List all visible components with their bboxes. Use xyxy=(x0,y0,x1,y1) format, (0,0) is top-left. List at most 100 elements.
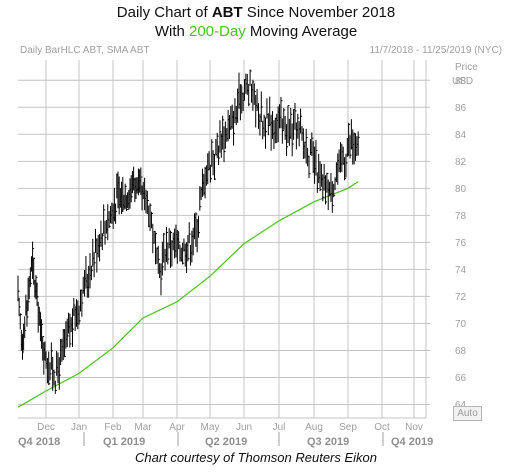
price-bar xyxy=(72,308,75,348)
price-bar xyxy=(149,203,152,232)
price-bar xyxy=(27,277,30,311)
price-bar xyxy=(233,110,236,146)
sma-200-series xyxy=(17,181,359,408)
price-bar xyxy=(50,342,53,370)
price-bar xyxy=(108,211,111,229)
price-bar xyxy=(344,157,347,181)
price-bar xyxy=(125,195,128,211)
price-bar xyxy=(18,297,21,317)
price-bar xyxy=(267,113,270,136)
price-bar xyxy=(211,139,214,167)
x-tick-label: Jul xyxy=(273,422,286,433)
price-bar xyxy=(300,108,303,134)
price-bar xyxy=(308,155,311,179)
price-bar xyxy=(19,313,22,330)
price-bar xyxy=(165,227,168,263)
price-bar xyxy=(103,204,106,235)
y-tick-label: 74 xyxy=(455,265,467,276)
quarter-label: Q3 2019 xyxy=(307,436,349,448)
x-tick-label: Feb xyxy=(104,422,122,433)
y-tick-label: 88 xyxy=(455,76,467,87)
ticker-symbol: ABT xyxy=(211,4,243,21)
price-bar xyxy=(260,91,263,123)
x-tick-label: Sep xyxy=(339,422,357,433)
y-axis-label: Price xyxy=(455,62,478,73)
price-bar xyxy=(197,215,200,238)
price-bar xyxy=(153,230,156,244)
price-bar xyxy=(324,175,327,205)
price-bar xyxy=(223,126,226,163)
price-bar xyxy=(33,257,36,285)
price-bar xyxy=(78,305,81,325)
price-bar xyxy=(155,232,158,265)
price-bar xyxy=(41,319,44,349)
price-bar xyxy=(53,369,56,386)
price-bar xyxy=(150,211,153,229)
price-bar xyxy=(326,172,329,193)
y-tick-label: 70 xyxy=(455,319,467,330)
x-tick-label: Nov xyxy=(405,422,423,433)
price-bar xyxy=(188,222,191,244)
quarter-label: Q4 2019 xyxy=(391,436,433,448)
price-bar xyxy=(286,124,289,157)
price-bar xyxy=(316,172,319,193)
x-tick-label: Jun xyxy=(236,422,252,433)
price-bar xyxy=(140,167,143,195)
price-bar xyxy=(216,132,219,159)
price-bar xyxy=(283,108,286,130)
x-tick-label: Oct xyxy=(374,422,390,433)
sma-200-line xyxy=(17,181,359,408)
price-bar xyxy=(322,174,325,202)
price-bar xyxy=(242,92,245,111)
price-bar xyxy=(263,114,266,137)
price-bar xyxy=(101,233,104,251)
price-bar xyxy=(54,380,57,394)
quarter-label: Q1 2019 xyxy=(103,436,145,448)
price-bar xyxy=(37,301,40,333)
price-bar xyxy=(21,333,24,360)
price-bar xyxy=(345,153,348,178)
price-bar xyxy=(331,181,334,213)
price-bar xyxy=(319,161,322,192)
price-bar xyxy=(115,203,118,224)
price-bar xyxy=(315,140,318,176)
moving-average-label: 200-Day xyxy=(189,23,246,40)
price-bar xyxy=(222,115,225,150)
y-tick-label: 68 xyxy=(455,346,467,357)
price-bar xyxy=(81,289,84,317)
price-bar xyxy=(209,164,212,183)
chart-title-line-2: With 200-Day Moving Average xyxy=(154,23,358,40)
x-tick-label: Jan xyxy=(71,422,87,433)
price-bar xyxy=(38,307,41,326)
price-bar xyxy=(29,267,32,288)
price-bar xyxy=(357,131,360,156)
price-bars-series xyxy=(17,69,360,394)
y-tick-label: 66 xyxy=(455,373,467,384)
x-tick-label: Mar xyxy=(134,422,152,433)
price-bar xyxy=(24,316,27,339)
price-bar xyxy=(170,230,173,268)
price-bar xyxy=(287,105,290,144)
price-bar xyxy=(58,357,61,390)
price-bar xyxy=(167,242,170,265)
price-bar xyxy=(48,351,51,386)
y-tick-label: 86 xyxy=(455,103,467,114)
price-bar xyxy=(248,83,251,107)
price-bar xyxy=(219,120,222,153)
price-bar xyxy=(281,118,284,144)
price-bar xyxy=(311,132,314,156)
x-tick-label: Aug xyxy=(305,422,323,433)
chart-series-header: Daily BarHLC ABT, SMA ABT xyxy=(20,45,150,56)
price-bar xyxy=(32,241,35,280)
price-bar xyxy=(218,145,221,166)
price-bar xyxy=(35,275,38,300)
price-bar xyxy=(305,128,308,164)
auto-scale-button[interactable]: Auto xyxy=(453,406,482,421)
price-bar xyxy=(297,113,300,139)
price-bar xyxy=(291,123,294,157)
y-tick-label: 72 xyxy=(455,292,467,303)
price-bar xyxy=(66,318,69,348)
price-bar xyxy=(213,154,216,180)
price-bar xyxy=(252,79,255,111)
